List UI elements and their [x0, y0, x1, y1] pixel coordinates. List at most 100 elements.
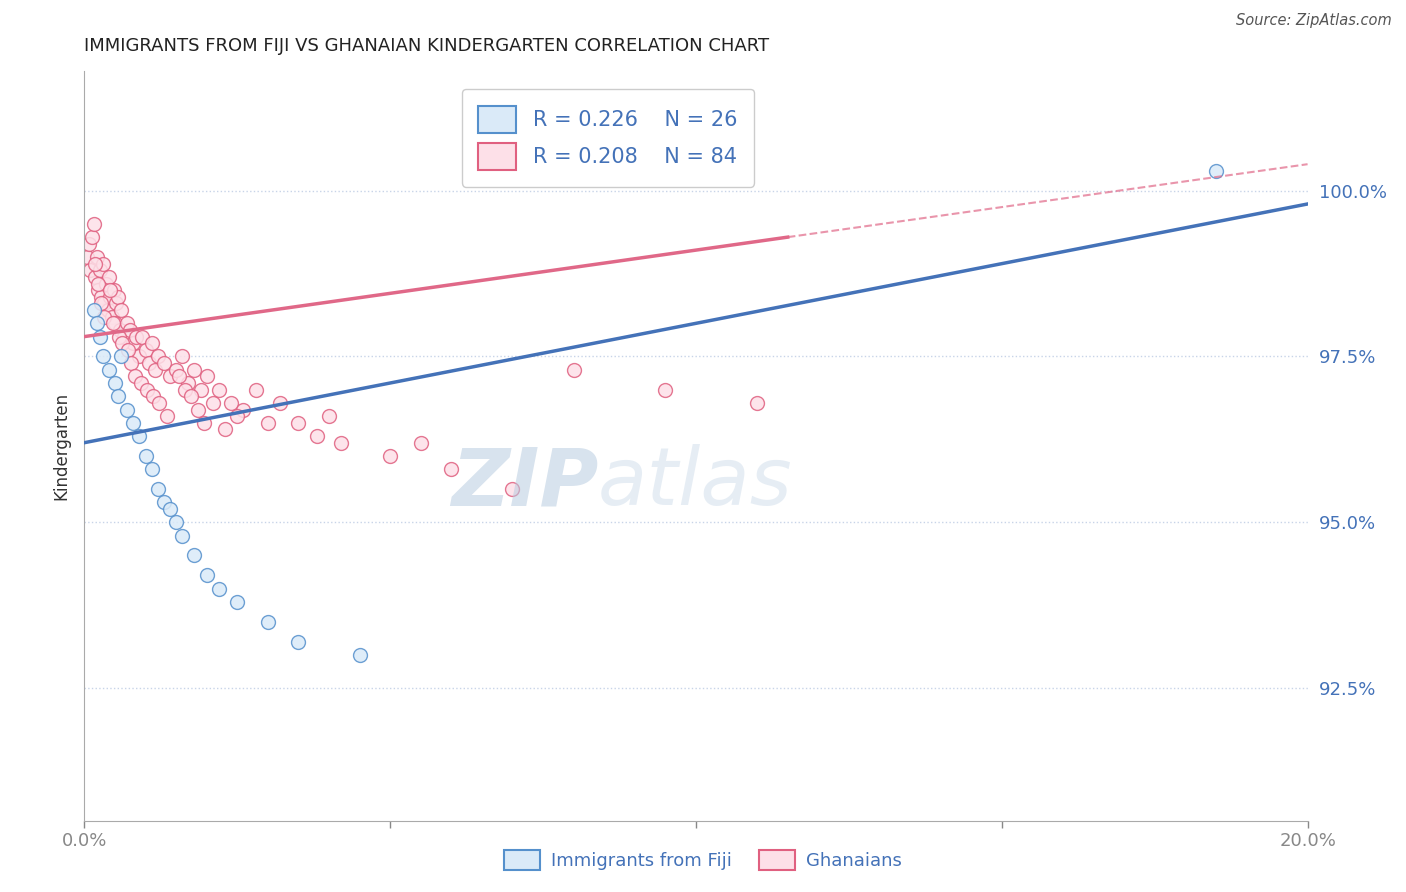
Point: [156, 409, 179, 424]
Point: [97, 269, 120, 284]
Point: [129, 376, 152, 390]
Text: Source: ZipAtlas.com: Source: ZipAtlas.com: [1236, 13, 1392, 29]
Point: [111, 336, 134, 351]
Point: [349, 648, 371, 662]
Point: [146, 350, 169, 364]
Point: [440, 462, 463, 476]
Point: [330, 435, 353, 450]
Point: [91, 257, 114, 271]
Point: [143, 363, 166, 377]
Point: [97, 303, 120, 318]
Y-axis label: Kindergarten: Kindergarten: [52, 392, 70, 500]
Point: [120, 356, 142, 370]
Point: [128, 350, 150, 364]
Point: [208, 383, 231, 397]
Point: [86, 316, 108, 330]
Point: [219, 396, 242, 410]
Point: [83, 217, 105, 231]
Point: [104, 316, 127, 330]
Point: [90, 296, 112, 310]
Text: atlas: atlas: [598, 444, 793, 523]
Point: [122, 336, 145, 351]
Point: [97, 363, 120, 377]
Point: [153, 356, 176, 370]
Point: [183, 549, 205, 563]
Point: [135, 449, 157, 463]
Point: [226, 409, 249, 424]
Point: [108, 323, 131, 337]
Point: [172, 350, 194, 364]
Point: [186, 402, 208, 417]
Point: [167, 369, 190, 384]
Point: [159, 369, 181, 384]
Point: [135, 383, 157, 397]
Point: [502, 482, 524, 496]
Point: [409, 435, 432, 450]
Point: [122, 416, 145, 430]
Point: [1205, 164, 1227, 178]
Point: [104, 376, 127, 390]
Point: [79, 263, 101, 277]
Point: [105, 296, 128, 310]
Point: [115, 316, 138, 330]
Point: [110, 303, 132, 318]
Point: [747, 396, 769, 410]
Point: [107, 389, 129, 403]
Point: [159, 502, 181, 516]
Point: [135, 343, 157, 357]
Point: [287, 634, 309, 648]
Point: [165, 363, 187, 377]
Point: [195, 568, 218, 582]
Point: [172, 528, 194, 542]
Point: [117, 343, 139, 357]
Point: [115, 402, 138, 417]
Point: [120, 323, 142, 337]
Point: [190, 383, 212, 397]
Point: [165, 515, 187, 529]
Point: [562, 363, 585, 377]
Point: [153, 495, 176, 509]
Point: [98, 290, 121, 304]
Point: [195, 369, 218, 384]
Point: [148, 396, 170, 410]
Point: [124, 369, 146, 384]
Point: [142, 389, 165, 403]
Point: [257, 416, 280, 430]
Point: [128, 429, 150, 443]
Point: [138, 356, 160, 370]
Point: [93, 296, 115, 310]
Legend: Immigrants from Fiji, Ghanaians: Immigrants from Fiji, Ghanaians: [496, 842, 910, 878]
Point: [226, 595, 249, 609]
Point: [177, 376, 200, 390]
Point: [93, 310, 115, 324]
Point: [141, 462, 163, 476]
Point: [287, 416, 309, 430]
Point: [269, 396, 291, 410]
Point: [90, 290, 112, 304]
Point: [214, 422, 236, 436]
Point: [80, 230, 103, 244]
Point: [89, 329, 111, 343]
Text: ZIP: ZIP: [451, 444, 598, 523]
Point: [86, 250, 108, 264]
Text: IMMIGRANTS FROM FIJI VS GHANAIAN KINDERGARTEN CORRELATION CHART: IMMIGRANTS FROM FIJI VS GHANAIAN KINDERG…: [84, 37, 769, 54]
Point: [318, 409, 340, 424]
Point: [108, 329, 131, 343]
Point: [84, 269, 107, 284]
Point: [193, 416, 215, 430]
Point: [83, 303, 105, 318]
Point: [77, 236, 100, 251]
Point: [76, 250, 98, 264]
Point: [174, 383, 197, 397]
Point: [94, 277, 117, 291]
Point: [98, 283, 121, 297]
Point: [87, 277, 110, 291]
Point: [101, 310, 124, 324]
Point: [141, 336, 163, 351]
Point: [232, 402, 254, 417]
Point: [91, 350, 114, 364]
Point: [89, 263, 111, 277]
Point: [103, 283, 125, 297]
Point: [101, 316, 124, 330]
Point: [305, 429, 328, 443]
